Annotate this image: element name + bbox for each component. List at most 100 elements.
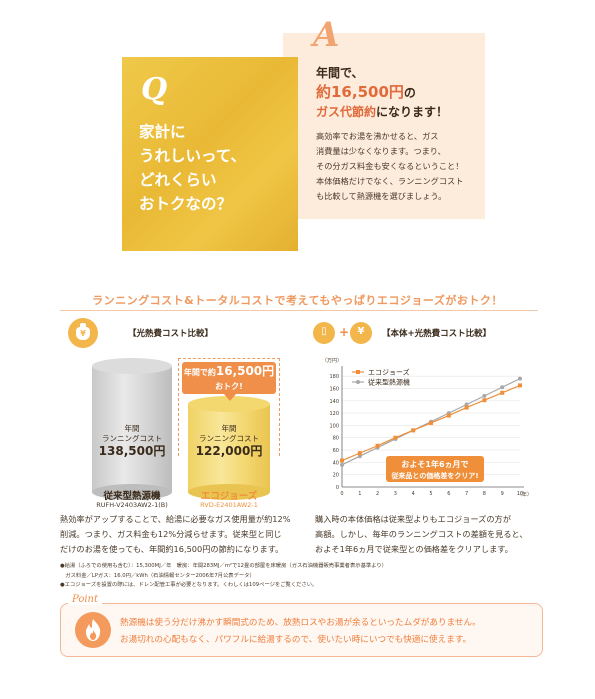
chart-y-tick: 140 xyxy=(329,399,339,405)
chart-point xyxy=(429,420,433,425)
answer-amount-suffix: の xyxy=(403,86,416,100)
chart-x-tick: 0 xyxy=(340,491,343,497)
chart-point xyxy=(357,454,362,459)
chart-point xyxy=(357,451,362,456)
total-cost-chart: （万円） （年） 0 20 40 60 80 100 120 140 160 180 0 1 2 3 4 5 6… xyxy=(322,358,532,498)
answer-letter: A xyxy=(313,15,340,55)
point-box xyxy=(60,603,543,657)
chart-series xyxy=(340,376,522,467)
question-line: うれしいって、 xyxy=(139,147,246,165)
money-bag-small-icon: ¥ xyxy=(350,322,372,344)
saving-bubble-amount: 16,500円 xyxy=(215,364,275,378)
chart-point xyxy=(375,443,380,448)
chart-legend-marker xyxy=(356,370,360,374)
chart-ticks: 0 20 40 60 80 100 120 140 160 180 0 1 2 3 4 5 6 7 8 9 10 xyxy=(329,374,523,497)
chart-x-tick: 10 xyxy=(517,491,523,497)
answer-body-line: 消費量は少なくなります。つまり、 xyxy=(316,146,446,156)
right-description-line: 購入時の本体価格は従来型よりもエコジョーズの方が xyxy=(315,514,511,524)
chart-legend-label: 従来型熱源機 xyxy=(368,378,410,387)
chart-point xyxy=(482,398,487,403)
chart-x-tick: 1 xyxy=(358,491,361,497)
chart-legend-label: エコジョーズ xyxy=(368,368,410,377)
cylinder-top xyxy=(188,396,270,412)
chart-point xyxy=(393,435,398,440)
chart-point xyxy=(340,462,344,467)
point-text-line: お湯切れの心配もなく、パワフルに給湯するので、使いたい時にいつでも快適に使えます… xyxy=(120,635,472,645)
cylinder-bottom xyxy=(188,484,270,500)
answer-body-line: 本体価格だけでなく、ランニングコスト xyxy=(316,176,464,186)
conventional-model: RUFH-V2403AW2-1(B) xyxy=(96,501,168,509)
chart-y-unit: （万円） xyxy=(322,358,342,364)
flame-shape xyxy=(85,619,101,641)
point-label: Point xyxy=(68,594,103,605)
left-description: 熱効率がアップすることで、給湯に必要なガス使用量が約12% 削減。つまり、ガス料… xyxy=(60,512,292,557)
saving-bubble-prefix: 年間で約 xyxy=(183,368,216,377)
point-text-line: 熱源機は使う分だけ沸かす瞬間式のため、放熱ロスやお湯が余るといったムダがありませ… xyxy=(120,618,481,628)
chart-x-tick: 3 xyxy=(394,491,397,497)
conventional-cost-line2: ランニングコスト xyxy=(102,434,162,443)
cylinder-top xyxy=(92,358,172,374)
answer-body-line: も比較して熱源機を選びましょう。 xyxy=(316,191,447,201)
question-line: どれくらい xyxy=(139,171,217,189)
ecojozu-name: エコジョーズ xyxy=(200,491,258,502)
chart-point xyxy=(500,390,505,395)
ecojozu-cost-line2: ランニングコスト xyxy=(199,434,259,443)
question-line: おトクなの？ xyxy=(139,195,233,213)
yen-small-glyph: ¥ xyxy=(357,326,365,337)
yen-icon: ¥ xyxy=(80,329,86,338)
chart-y-tick: 0 xyxy=(336,485,339,491)
chart-point xyxy=(518,376,522,381)
chart-point xyxy=(446,413,451,418)
flame-icon xyxy=(75,612,111,648)
conventional-cost-value: 138,500円 xyxy=(98,444,166,458)
chart-x-tick: 5 xyxy=(429,491,432,497)
chart-x-tick: 8 xyxy=(483,491,486,497)
footnote-line: ガス料金／LPガス：16.0円／kWh（石油情報センター2006年7月公表データ… xyxy=(60,572,255,579)
right-description-line: およそ1年6ヵ月で従来型との価格差をクリアします。 xyxy=(315,544,513,554)
chart-point xyxy=(518,383,522,388)
conventional-cost-line1: 年間 xyxy=(124,424,140,433)
chart-y-tick: 100 xyxy=(329,423,339,429)
question-line: 家計に xyxy=(139,123,186,141)
saving-bubble: 年間で約16,500円 おトク! xyxy=(182,362,276,401)
footnote-line: ●給湯（ふろでの使用も含む）：15,300MJ／年 暖房：年間283MJ／m²で… xyxy=(60,563,387,569)
water-heater-icon: ▯ xyxy=(313,322,335,344)
left-description-line: だけのお湯を使っても、年間約16,500円の節約になります。 xyxy=(60,544,284,554)
chart-x-tick: 2 xyxy=(376,491,379,497)
cylinder-body xyxy=(92,366,172,492)
chart-annotation-line2: 従来品との価格差をクリア! xyxy=(390,471,478,480)
saving-bubble-line1: 年間で約16,500円 xyxy=(182,364,276,380)
chart-point xyxy=(500,385,505,390)
chart-y-tick: 60 xyxy=(333,448,339,454)
question-letter: Q xyxy=(141,72,168,107)
chart-axes xyxy=(341,366,524,488)
chart-x-tick: 4 xyxy=(412,491,415,497)
chart-point xyxy=(411,428,416,433)
answer-headline-line1: 年間で、 xyxy=(316,66,364,80)
chart-x-tick: 9 xyxy=(501,491,504,497)
chart-y-tick: 20 xyxy=(333,473,339,479)
saving-bubble-line2: おトク! xyxy=(215,382,243,391)
answer-body-line: 高効率でお湯を沸かせると、ガス xyxy=(316,131,439,141)
chart-legend-marker xyxy=(356,380,360,384)
footnotes: ●給湯（ふろでの使用も含む）：15,300MJ／年 暖房：年間283MJ／m²で… xyxy=(60,562,540,591)
chart-point xyxy=(340,458,344,463)
chart-y-tick: 120 xyxy=(329,411,339,417)
chart-y-tick: 160 xyxy=(329,386,339,392)
section-title: ランニングコスト&トータルコストで考えてもやっぱりエコジョーズがおトク！ xyxy=(92,294,503,307)
answer-body-line: その分ガス料金も安くなるということ！ xyxy=(316,161,464,171)
answer-headline-line3: ガス代節約になります！ xyxy=(316,103,486,122)
chart-point xyxy=(482,393,487,398)
chart-y-tick: 80 xyxy=(333,436,339,442)
total-cost-label: 【本体+光熱費コスト比較】 xyxy=(382,329,492,339)
chart-x-tick: 6 xyxy=(447,491,450,497)
chart-x-unit: （年） xyxy=(517,491,532,498)
ecojozu-cylinder xyxy=(188,396,270,500)
answer-headline-line2: 約16,500円の xyxy=(316,83,486,103)
conventional-cylinder xyxy=(92,358,172,500)
question-card xyxy=(122,57,298,251)
ecojozu-model: RVD-E2401AW2-1 xyxy=(200,501,258,509)
answer-headline: 年間で、 約16,500円の ガス代節約になります！ xyxy=(316,64,486,122)
cylinder-bottom xyxy=(92,484,172,500)
